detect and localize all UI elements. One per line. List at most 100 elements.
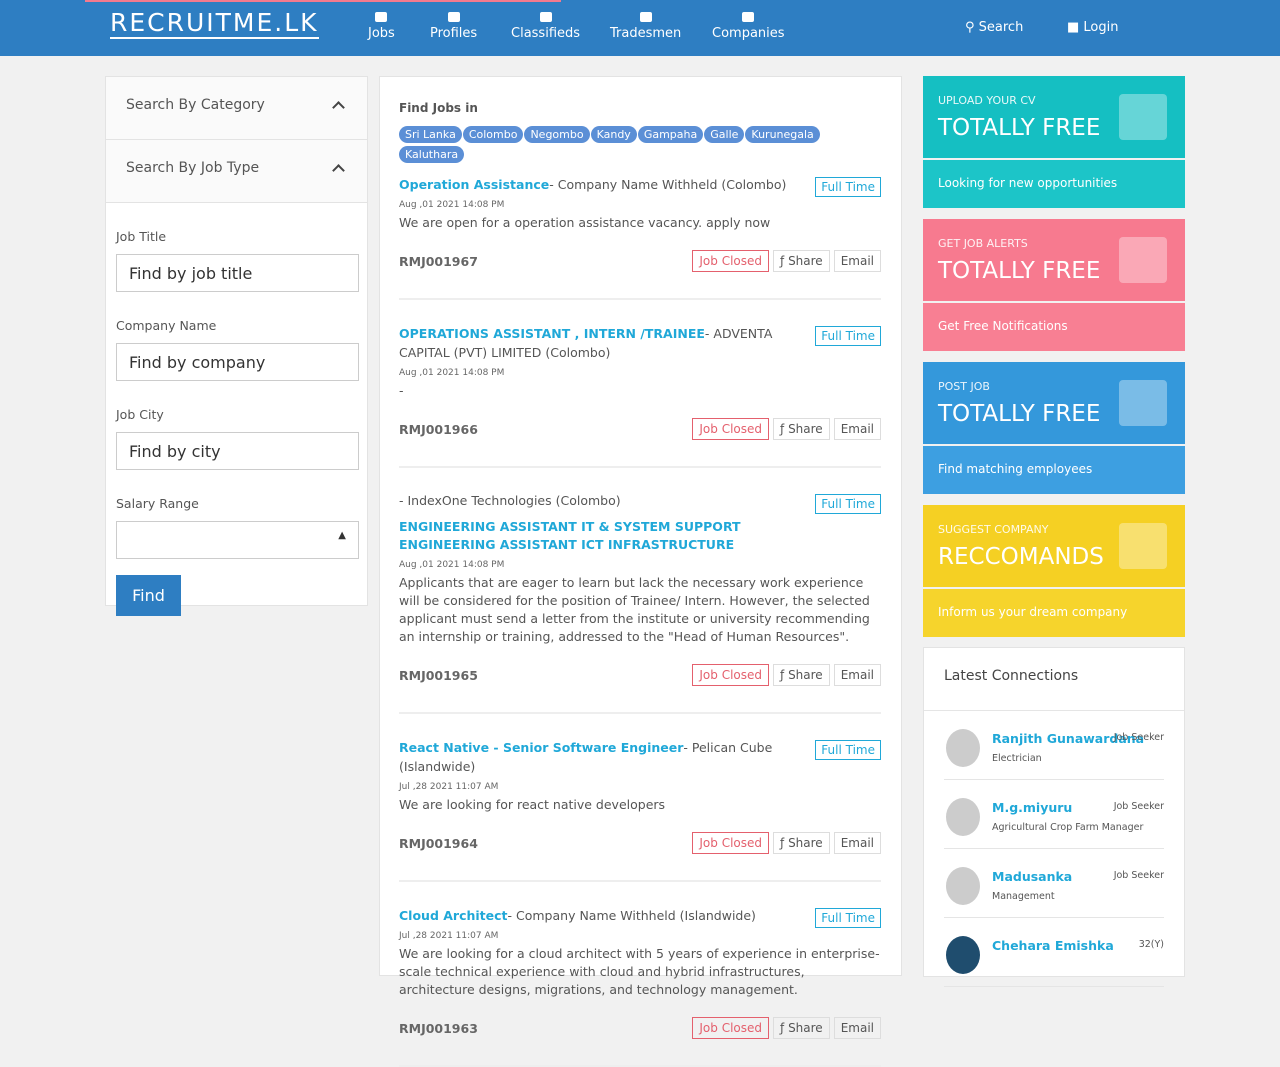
city-tag[interactable]: Negombo	[524, 126, 590, 143]
city-tag[interactable]: Gampaha	[637, 126, 704, 143]
nav-label[interactable]: Profiles	[430, 26, 478, 41]
city-tag[interactable]: Kandy	[590, 126, 637, 143]
promo-card[interactable]: SUGGEST COMPANY RECCOMANDS Inform us your …	[923, 505, 1185, 637]
promo-card[interactable]: GET JOB ALERTS TOTALLY FREE Get Free Notif…	[923, 219, 1185, 351]
fields: Job Title Find by job title Company Name Fi…	[106, 229, 367, 470]
city-tag[interactable]: Kaluthara	[399, 146, 465, 163]
email-button[interactable]: Email	[833, 832, 881, 854]
jobtype-toggle[interactable]: Search By Job Type	[106, 140, 367, 203]
job-date: Jul ,28 2021 11:07 AM	[399, 782, 499, 792]
promo-headline: TOTALLY FREE	[938, 115, 1101, 141]
connection-name[interactable]: Ranjith Gunawardana	[992, 731, 1145, 746]
nav-label[interactable]: Tradesmen	[610, 26, 682, 41]
nav-item[interactable]: Jobs	[368, 10, 395, 41]
text-input[interactable]: Find by company	[116, 343, 359, 381]
email-button[interactable]: Email	[833, 418, 881, 440]
nav-item[interactable]: Tradesmen	[610, 10, 681, 41]
job-closed-badge: Job Closed	[692, 250, 770, 272]
city-tag[interactable]: Colombo	[462, 126, 524, 143]
job-type: Full Time	[815, 494, 881, 514]
action-buttons: Job Closed ƒ Share Email	[688, 664, 881, 686]
avatar	[946, 798, 980, 836]
jobs-panel: Find Jobs in Sri Lanka Colombo Negombo Kand…	[379, 76, 902, 1067]
nav-label[interactable]: Jobs	[368, 26, 395, 41]
job-actions: RMJ001964 Job Closed ƒ Share Email	[399, 832, 881, 854]
job-title[interactable]: React Native - Senior Software Engineer	[399, 740, 684, 755]
promo-card[interactable]: UPLOAD YOUR CV TOTALLY FREE Looking for ne…	[923, 76, 1185, 208]
job-item: OPERATIONS ASSISTANT , INTERN /TRAINEE- …	[399, 316, 881, 468]
city-tag[interactable]: Kurunegala	[745, 126, 820, 143]
action-buttons: Job Closed ƒ Share Email	[688, 418, 881, 440]
text-input[interactable]: Find by job title	[116, 254, 359, 292]
share-button[interactable]: ƒ Share	[773, 664, 830, 686]
share-text[interactable]: Share	[788, 254, 823, 268]
city-tag[interactable]: Sri Lanka	[399, 126, 462, 143]
job-type: Full Time	[815, 177, 881, 197]
job-company: - Pelican Cube (Islandwide)	[399, 740, 773, 774]
job-header: React Native - Senior Software Engineer-…	[399, 738, 799, 776]
find-button[interactable]: Find	[116, 575, 181, 616]
share-text[interactable]: Share	[788, 836, 823, 850]
job-id: RMJ001964	[399, 835, 478, 851]
share-text[interactable]: Share	[788, 422, 823, 436]
share-text[interactable]: Share	[788, 1021, 823, 1035]
logo-text[interactable]: RECRUITME.LK	[110, 8, 319, 39]
nav-item[interactable]: Classifieds	[511, 10, 580, 41]
job-type: Full Time	[815, 908, 881, 928]
share-text[interactable]: Share	[788, 668, 823, 682]
job-date: Aug ,01 2021 14:08 PM	[399, 200, 505, 210]
logo[interactable]: RECRUITME.LK	[90, 8, 319, 39]
job-list: Operation Assistance- Company Name Withh…	[399, 167, 881, 1067]
connection-name[interactable]: Chehara Emishka	[992, 938, 1114, 953]
progress-bar	[85, 0, 561, 2]
share-button[interactable]: ƒ Share	[773, 418, 830, 440]
job-type: Full Time	[815, 326, 881, 346]
nav-icon	[639, 12, 652, 22]
email-button[interactable]: Email	[833, 664, 881, 686]
login-link[interactable]: ■ Login	[1067, 20, 1119, 35]
login-text[interactable]: Login	[1083, 20, 1119, 35]
job-title[interactable]: ENGINEERING ASSISTANT IT & SYSTEM SUPPOR…	[399, 519, 741, 552]
connection-name[interactable]: M.g.miyuru	[992, 800, 1073, 815]
promo-top: GET JOB ALERTS TOTALLY FREE	[923, 219, 1185, 301]
search-text[interactable]: Search	[978, 20, 1024, 35]
job-item: React Native - Senior Software Engineer-…	[399, 730, 881, 882]
salary-select[interactable]: ▲	[116, 521, 359, 559]
promo-card[interactable]: POST JOB TOTALLY FREE Find matching employ…	[923, 362, 1185, 494]
job-title[interactable]: Operation Assistance	[399, 177, 550, 192]
promo-icon	[1119, 523, 1167, 569]
job-actions: RMJ001967 Job Closed ƒ Share Email	[399, 250, 881, 272]
city-tag[interactable]: Galle	[704, 126, 745, 143]
email-button[interactable]: Email	[833, 1017, 881, 1039]
header: RECRUITME.LK Jobs Profiles Classifieds Trad…	[0, 0, 1280, 56]
connection-role: Electrician	[992, 753, 1042, 764]
email-button[interactable]: Email	[833, 250, 881, 272]
nav-label[interactable]: Companies	[712, 26, 785, 41]
share-button[interactable]: ƒ Share	[773, 832, 830, 854]
promo-footer: Find matching employees	[923, 446, 1185, 494]
share-button[interactable]: ƒ Share	[773, 250, 830, 272]
connection-item: M.g.miyuru Job Seeker Agricultural Crop Fa…	[944, 780, 1164, 849]
promo-headline: TOTALLY FREE	[938, 258, 1101, 284]
connection-tag: Job Seeker	[1113, 732, 1164, 743]
avatar	[946, 867, 980, 905]
job-title[interactable]: Cloud Architect	[399, 908, 508, 923]
job-description: We are looking for a cloud architect wit…	[399, 946, 880, 997]
share-button[interactable]: ƒ Share	[773, 1017, 830, 1039]
connection-role: Agricultural Crop Farm Manager	[992, 822, 1144, 833]
category-toggle[interactable]: Search By Category	[106, 77, 367, 140]
job-id: RMJ001965	[399, 667, 478, 683]
connection-name[interactable]: Madusanka	[992, 869, 1073, 884]
nav-item[interactable]: Profiles	[430, 10, 477, 41]
search-link[interactable]: ⚲ Search	[965, 20, 1024, 35]
search-panel: Search By Category Search By Job Type Jo…	[105, 76, 368, 616]
nav-icon	[447, 12, 460, 22]
nav-item[interactable]: Companies	[712, 10, 785, 41]
job-id: RMJ001966	[399, 421, 478, 437]
job-item: Cloud Architect- Company Name Withheld (…	[399, 898, 881, 1067]
nav-icon	[375, 12, 388, 22]
nav-label[interactable]: Classifieds	[511, 26, 581, 41]
connection-tag: Job Seeker	[1113, 801, 1164, 812]
job-title[interactable]: OPERATIONS ASSISTANT , INTERN /TRAINEE	[399, 326, 705, 341]
text-input[interactable]: Find by city	[116, 432, 359, 470]
